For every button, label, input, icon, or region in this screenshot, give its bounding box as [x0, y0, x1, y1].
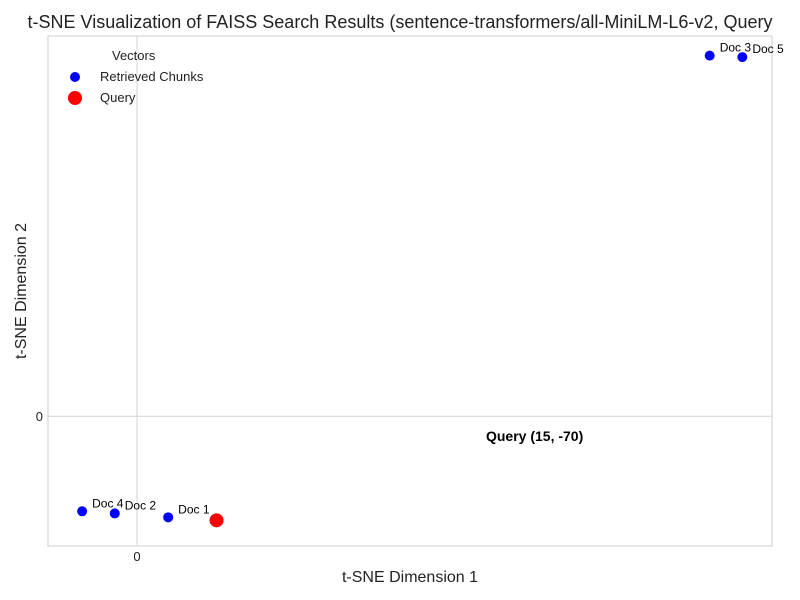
point-label: Doc 3: [720, 41, 752, 55]
x-tick-label: 0: [133, 549, 140, 564]
legend-label-query: Query: [100, 90, 136, 105]
retrieved-chunk-point: [163, 512, 174, 523]
x-axis-label: t-SNE Dimension 1: [342, 569, 478, 586]
point-labels: Doc 1 Doc 2 Doc 3 Doc 4 Doc 5: [92, 41, 784, 517]
legend-marker-retrieved: [70, 72, 80, 82]
y-tick-label: 0: [36, 409, 43, 424]
grid-lines: [48, 36, 772, 546]
retrieved-chunk-point: [109, 508, 120, 519]
retrieved-chunk-point: [737, 52, 748, 63]
plot-frame: [47, 35, 773, 547]
point-label: Doc 1: [178, 502, 210, 516]
point-label: Doc 5: [752, 42, 784, 56]
retrieved-chunk-point: [704, 50, 715, 61]
legend: Vectors Retrieved Chunks Query: [68, 48, 204, 105]
chart-title: t-SNE Visualization of FAISS Search Resu…: [28, 12, 773, 32]
data-points: [77, 50, 748, 528]
retrieved-chunk-point: [77, 506, 88, 517]
query-point: [209, 513, 224, 528]
legend-marker-query: [68, 91, 82, 105]
query-annotation: Query (15, -70): [486, 428, 583, 444]
legend-title: Vectors: [112, 48, 156, 63]
tick-labels: 00: [36, 409, 141, 564]
plot-area: Doc 1 Doc 2 Doc 3 Doc 4 Doc 5: [47, 35, 784, 547]
point-label: Doc 4: [92, 496, 124, 510]
y-axis-label: t-SNE Dimension 2: [13, 223, 30, 359]
point-label: Doc 2: [125, 498, 157, 512]
legend-label-retrieved: Retrieved Chunks: [100, 69, 204, 84]
